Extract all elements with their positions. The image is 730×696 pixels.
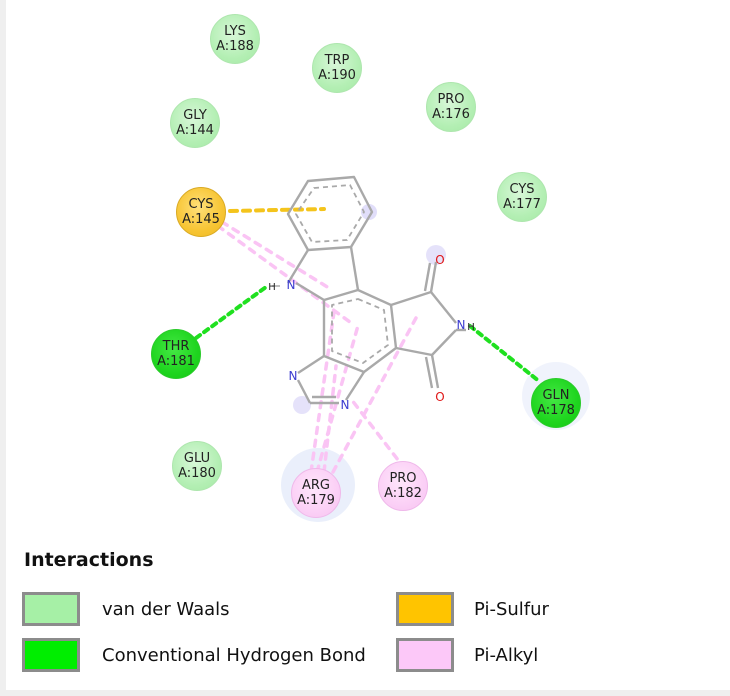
legend-item-pi-sulfur: Pi-Sulfur [396, 592, 549, 626]
residue-name: LYS [224, 24, 246, 39]
atom-glows [293, 204, 446, 414]
pi-alkyl-line-arg179-b [315, 320, 361, 474]
residue-thr-181: THR A:181 [151, 329, 201, 379]
pi-alkyl-line-arg179-d [331, 316, 418, 474]
hbond-line-thr181 [194, 285, 268, 340]
residue-id: A:177 [503, 197, 541, 212]
residue-id: A:176 [432, 107, 470, 122]
indole-hydrogen-atom: H [268, 282, 276, 293]
legend-label: Pi-Sulfur [474, 598, 549, 620]
residue-pro-176: PRO A:176 [426, 82, 476, 132]
residue-gly-144: GLY A:144 [170, 98, 220, 148]
residue-gln-178: GLN A:178 [531, 378, 581, 428]
imide-nitrogen-atom: N [457, 318, 466, 332]
residue-id: A:145 [182, 212, 220, 227]
legend-swatch-van-der-waals [22, 592, 80, 626]
indole-nitrogen-atom: N [287, 278, 296, 292]
carbonyl-oxygen-top: O [435, 253, 444, 267]
legend-label: van der Waals [102, 598, 230, 620]
legend-swatch-hydrogen-bond [22, 638, 80, 672]
residue-name: GLY [183, 108, 207, 123]
residue-name: CYS [509, 182, 535, 197]
residue-id: A:178 [537, 403, 575, 418]
imide-hydrogen-atom: H [467, 322, 475, 333]
interaction-diagram-canvas: N H N H N N O O LYS A:188 TRP A:190 GLY … [6, 0, 730, 690]
residue-pro-182: PRO A:182 [378, 461, 428, 511]
pi-alkyl-line-arg179-a [309, 310, 336, 474]
residue-id: A:188 [216, 39, 254, 54]
residue-id: A:179 [297, 493, 335, 508]
legend-title: Interactions [24, 549, 154, 571]
carbonyl-oxygen-bottom: O [435, 390, 444, 404]
residue-id: A:180 [178, 466, 216, 481]
residue-id: A:190 [318, 68, 356, 83]
imidazole-nitrogen-atom-2: N [341, 398, 350, 412]
legend-label: Conventional Hydrogen Bond [102, 644, 366, 666]
residue-name: PRO [389, 471, 417, 486]
residue-trp-190: TRP A:190 [312, 43, 362, 93]
residue-name: TRP [324, 53, 350, 68]
pi-alkyl-line-cys145-a [220, 220, 331, 290]
pi-alkyl-line-arg179-c [322, 364, 338, 474]
legend-item-pi-alkyl: Pi-Alkyl [396, 638, 538, 672]
ligand-bonds [272, 175, 472, 405]
residue-id: A:181 [157, 354, 195, 369]
residue-name: GLN [542, 388, 570, 403]
residue-glu-180: GLU A:180 [172, 441, 222, 491]
hbond-line-gln178 [468, 324, 542, 384]
residue-name: PRO [437, 92, 465, 107]
ligand-structure: N H N H N N O O [194, 175, 542, 474]
legend-item-van-der-waals: van der Waals [22, 592, 230, 626]
legend-swatch-pi-alkyl [396, 638, 454, 672]
residue-lys-188: LYS A:188 [210, 14, 260, 64]
residue-cys-177: CYS A:177 [497, 172, 547, 222]
residue-name: THR [162, 339, 190, 354]
legend-item-hydrogen-bond: Conventional Hydrogen Bond [22, 638, 366, 672]
residue-arg-179: ARG A:179 [291, 468, 341, 518]
pi-alkyl-line-pro182 [349, 397, 407, 471]
pi-alkyl-line-cys145-b [216, 224, 356, 327]
imidazole-nitrogen-atom-1: N [289, 369, 298, 383]
pi-sulfur-line [228, 207, 326, 213]
residue-name: GLU [183, 451, 211, 466]
residue-cys-145: CYS A:145 [176, 187, 226, 237]
residue-name: ARG [302, 478, 330, 493]
residue-id: A:182 [384, 486, 422, 501]
residue-name: CYS [188, 197, 214, 212]
interaction-lines [194, 207, 542, 474]
legend-label: Pi-Alkyl [474, 644, 539, 666]
residue-id: A:144 [176, 123, 214, 138]
legend-swatch-pi-sulfur [396, 592, 454, 626]
